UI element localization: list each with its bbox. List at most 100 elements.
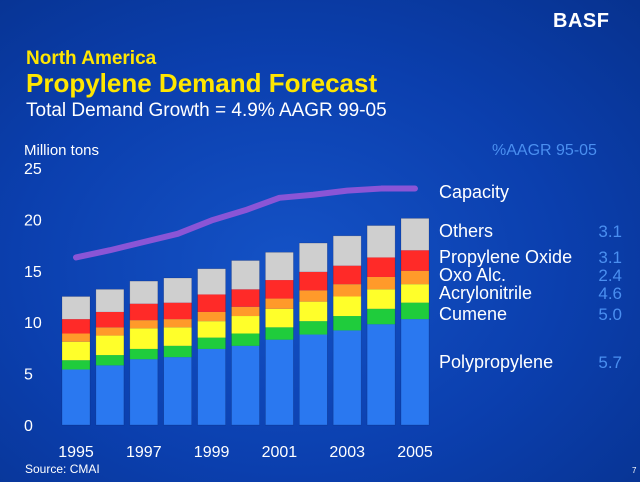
bar-group-1995 bbox=[61, 296, 91, 426]
x-tick-label-2003: 2003 bbox=[329, 444, 365, 461]
x-tick-label-1997: 1997 bbox=[126, 444, 162, 461]
bar-group-2004 bbox=[366, 225, 396, 426]
bar-segment-oxo-alc-2004 bbox=[367, 276, 396, 290]
bar-segment-oxo-alc-1996 bbox=[95, 327, 124, 336]
bar-segment-cumene-1995 bbox=[62, 360, 90, 370]
bar-segment-others-1999 bbox=[197, 268, 226, 295]
bar-segment-cumene-1998 bbox=[163, 345, 192, 358]
bar-group-2005 bbox=[400, 218, 430, 426]
y-tick-label-20: 20 bbox=[24, 212, 42, 229]
bar-segment-polypropylene-2005 bbox=[401, 319, 429, 425]
bar-segment-others-1996 bbox=[95, 289, 124, 312]
source-note: Source: CMAI bbox=[25, 462, 100, 476]
bar-outline-2005 bbox=[400, 218, 430, 426]
legend-aagr-propylene-oxide: 3.1 bbox=[598, 248, 622, 267]
legend: Capacity Polypropylene 5.7 Cumene 5.0 Acrylon… bbox=[439, 182, 622, 372]
bar-outline-2002 bbox=[298, 242, 328, 426]
bar-segment-cumene-1996 bbox=[95, 355, 124, 366]
legend-aagr-oxo-alc: 2.4 bbox=[598, 266, 622, 285]
bar-outline-2001 bbox=[265, 251, 294, 426]
bar-segment-propylene-oxide-2004 bbox=[367, 257, 396, 277]
bar-segment-propylene-oxide-2003 bbox=[333, 265, 362, 285]
bar-segment-cumene-2000 bbox=[231, 333, 260, 346]
bar-segment-propylene-oxide-2001 bbox=[265, 280, 294, 299]
bar-segment-acrylonitrile-1999 bbox=[197, 321, 226, 338]
bar-segment-others-2003 bbox=[333, 235, 362, 266]
legend-label-oxo-alc: Oxo Alc. bbox=[439, 265, 506, 285]
bar-segment-propylene-oxide-2005 bbox=[401, 250, 429, 271]
bar-segment-cumene-1997 bbox=[129, 348, 158, 360]
y-tick-labels: 0 5 10 15 20 25 bbox=[24, 161, 42, 435]
bar-segment-cumene-1999 bbox=[197, 337, 226, 349]
bar-segment-oxo-alc-1998 bbox=[163, 319, 192, 328]
legend-aagr-others: 3.1 bbox=[598, 222, 622, 241]
bar-segment-oxo-alc-2000 bbox=[231, 306, 260, 317]
bar-outline-2000 bbox=[231, 260, 260, 426]
page-number: 7 bbox=[632, 466, 637, 475]
bar-segment-polypropylene-2004 bbox=[367, 324, 396, 425]
legend-aagr-cumene: 5.0 bbox=[598, 305, 622, 324]
bar-segment-acrylonitrile-2002 bbox=[299, 301, 328, 322]
bar-segment-oxo-alc-1999 bbox=[197, 311, 226, 322]
x-tick-label-2001: 2001 bbox=[262, 444, 298, 461]
region-heading: North America bbox=[26, 48, 157, 69]
x-tick-labels: 1995 1997 1999 2001 2003 2005 bbox=[58, 444, 433, 461]
bar-segment-polypropylene-2003 bbox=[333, 330, 362, 425]
subtitle: Total Demand Growth = 4.9% AAGR 99-05 bbox=[26, 100, 387, 121]
bar-group-1997 bbox=[129, 280, 159, 426]
bar-segment-cumene-2001 bbox=[265, 327, 294, 340]
y-tick-label-0: 0 bbox=[24, 418, 33, 435]
bar-outline-1997 bbox=[129, 280, 159, 426]
bar-segment-propylene-oxide-1996 bbox=[95, 311, 124, 328]
bar-segment-oxo-alc-1995 bbox=[62, 333, 90, 342]
bar-segment-others-1997 bbox=[129, 281, 158, 304]
bar-segment-propylene-oxide-1995 bbox=[62, 319, 90, 334]
bar-segment-acrylonitrile-1998 bbox=[163, 327, 192, 346]
bar-outline-1999 bbox=[197, 268, 226, 426]
y-tick-label-15: 15 bbox=[24, 264, 42, 281]
bar-segment-polypropylene-1998 bbox=[163, 357, 192, 425]
bar-outline-1995 bbox=[61, 296, 91, 426]
bar-segment-cumene-2004 bbox=[367, 308, 396, 325]
bar-segment-acrylonitrile-2005 bbox=[401, 284, 429, 303]
x-tick-label-2005: 2005 bbox=[397, 444, 433, 461]
bar-segment-cumene-2005 bbox=[401, 302, 429, 320]
capacity-line bbox=[73, 185, 418, 261]
bar-segment-oxo-alc-1997 bbox=[129, 320, 158, 329]
capacity-layer bbox=[73, 185, 418, 261]
bar-group-2001 bbox=[265, 251, 294, 426]
bar-segment-others-1995 bbox=[62, 296, 90, 320]
legend-aagr-polypropylene: 5.7 bbox=[598, 353, 622, 372]
page-title: Propylene Demand Forecast bbox=[26, 68, 378, 98]
bar-segment-polypropylene-2000 bbox=[231, 345, 260, 425]
bar-segment-others-1998 bbox=[163, 277, 192, 303]
y-tick-label-5: 5 bbox=[24, 367, 33, 384]
basf-logo: BASF bbox=[553, 10, 610, 32]
bar-segment-polypropylene-2001 bbox=[265, 339, 294, 425]
bar-outline-2003 bbox=[332, 235, 362, 426]
bar-segment-cumene-2003 bbox=[333, 316, 362, 331]
bar-segment-others-2000 bbox=[231, 260, 260, 290]
bar-outline-2004 bbox=[366, 225, 396, 426]
bar-segment-others-2001 bbox=[265, 252, 294, 281]
bar-segment-acrylonitrile-2001 bbox=[265, 308, 294, 328]
bar-segment-polypropylene-1996 bbox=[95, 365, 124, 425]
bar-group-1999 bbox=[197, 268, 226, 426]
bar-segment-propylene-oxide-2000 bbox=[231, 289, 260, 307]
bar-segment-polypropylene-1997 bbox=[129, 359, 158, 425]
bar-segment-oxo-alc-2003 bbox=[333, 284, 362, 297]
legend-label-propylene-oxide: Propylene Oxide bbox=[439, 247, 572, 267]
bar-segment-acrylonitrile-1996 bbox=[95, 335, 124, 356]
bar-segment-cumene-2002 bbox=[299, 321, 328, 335]
legend-label-acrylonitrile: Acrylonitrile bbox=[439, 283, 532, 303]
bar-segment-propylene-oxide-1999 bbox=[197, 294, 226, 312]
x-tick-label-1995: 1995 bbox=[58, 444, 94, 461]
aagr-column-header: %AAGR 95-05 bbox=[492, 142, 597, 159]
bar-segment-acrylonitrile-1997 bbox=[129, 328, 158, 349]
bar-groups bbox=[61, 218, 430, 426]
bar-segment-oxo-alc-2005 bbox=[401, 270, 429, 285]
legend-aagr-acrylonitrile: 4.6 bbox=[598, 284, 622, 303]
bar-segment-polypropylene-1995 bbox=[62, 369, 90, 425]
